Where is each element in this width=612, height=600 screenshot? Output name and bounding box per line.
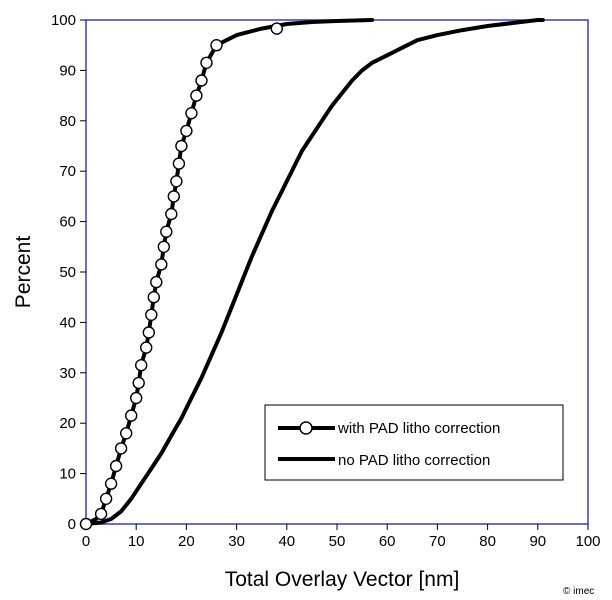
axis-ticks: 0 10 20 30 40 50 60 70 80 90 100 0 10 20 30 40 50 60 70 80 9… <box>51 12 601 550</box>
legend-label-with-pad: with PAD litho correction <box>337 420 500 437</box>
y-tick-label: 50 <box>59 264 76 281</box>
y-tick-label: 30 <box>59 365 76 382</box>
data-point-with-pad <box>109 459 123 473</box>
data-point-with-pad <box>129 391 143 405</box>
x-tick-label: 50 <box>329 533 346 550</box>
data-point-with-pad <box>145 308 158 321</box>
x-tick-label: 0 <box>82 533 90 550</box>
x-axis-title: Total Overlay Vector [nm] <box>225 568 460 591</box>
data-point-with-pad <box>124 409 138 422</box>
data-point-with-pad <box>195 74 208 87</box>
data-point-with-pad <box>180 124 193 138</box>
x-tick-label: 40 <box>278 533 295 550</box>
x-tick-label: 100 <box>575 533 600 550</box>
legend: with PAD litho correction no PAD litho c… <box>264 404 564 481</box>
data-point-with-pad <box>134 359 148 372</box>
y-axis-title: Percent <box>12 236 35 309</box>
x-tick-label: 80 <box>479 533 496 550</box>
legend-swatch-with-pad-marker <box>299 421 313 435</box>
y-tick-label: 80 <box>59 113 76 130</box>
data-point-with-pad <box>157 240 171 254</box>
data-point-with-pad <box>155 258 168 271</box>
y-tick-label: 70 <box>59 163 76 180</box>
data-point-with-pad <box>190 89 203 102</box>
data-point-with-pad <box>270 22 283 35</box>
data-point-with-pad <box>150 275 163 289</box>
data-point-with-pad <box>132 376 145 390</box>
x-tick-label: 20 <box>178 533 195 550</box>
y-tick-label: 0 <box>68 516 76 533</box>
data-point-with-pad <box>185 106 198 120</box>
x-tick-label: 70 <box>429 533 446 550</box>
x-tick-label: 30 <box>228 533 245 550</box>
data-point-with-pad <box>139 341 153 354</box>
x-tick-label: 60 <box>379 533 396 550</box>
y-tick-label: 90 <box>59 62 76 79</box>
y-tick-label: 40 <box>59 314 76 331</box>
data-point-with-pad <box>200 56 213 69</box>
y-tick-label: 20 <box>59 415 76 432</box>
y-tick-label: 60 <box>59 214 76 231</box>
data-point-with-pad <box>175 139 188 153</box>
data-point-with-pad <box>99 492 113 505</box>
data-point-with-pad <box>167 190 181 203</box>
data-point-with-pad <box>160 225 173 238</box>
x-tick-label: 90 <box>529 533 546 550</box>
legend-label-no-pad: no PAD litho correction <box>338 452 490 469</box>
data-point-with-pad <box>170 175 183 188</box>
data-point-with-pad <box>147 291 161 304</box>
data-point-with-pad <box>119 427 133 440</box>
y-tick-label: 10 <box>59 466 76 483</box>
data-point-with-pad <box>79 517 93 531</box>
y-tick-label: 100 <box>51 12 76 29</box>
x-tick-label: 10 <box>128 533 145 550</box>
data-point-with-pad <box>142 326 156 339</box>
data-point-with-pad <box>94 507 108 521</box>
data-point-with-pad <box>165 207 178 221</box>
data-point-with-pad <box>172 157 186 170</box>
series-line-no-pad <box>84 18 545 526</box>
data-point-with-pad <box>114 442 128 455</box>
series-layer <box>79 18 545 531</box>
imec-credit: © imec <box>563 586 594 597</box>
data-point-with-pad <box>210 39 223 52</box>
legend-box <box>264 404 564 481</box>
data-point-with-pad <box>104 477 118 490</box>
